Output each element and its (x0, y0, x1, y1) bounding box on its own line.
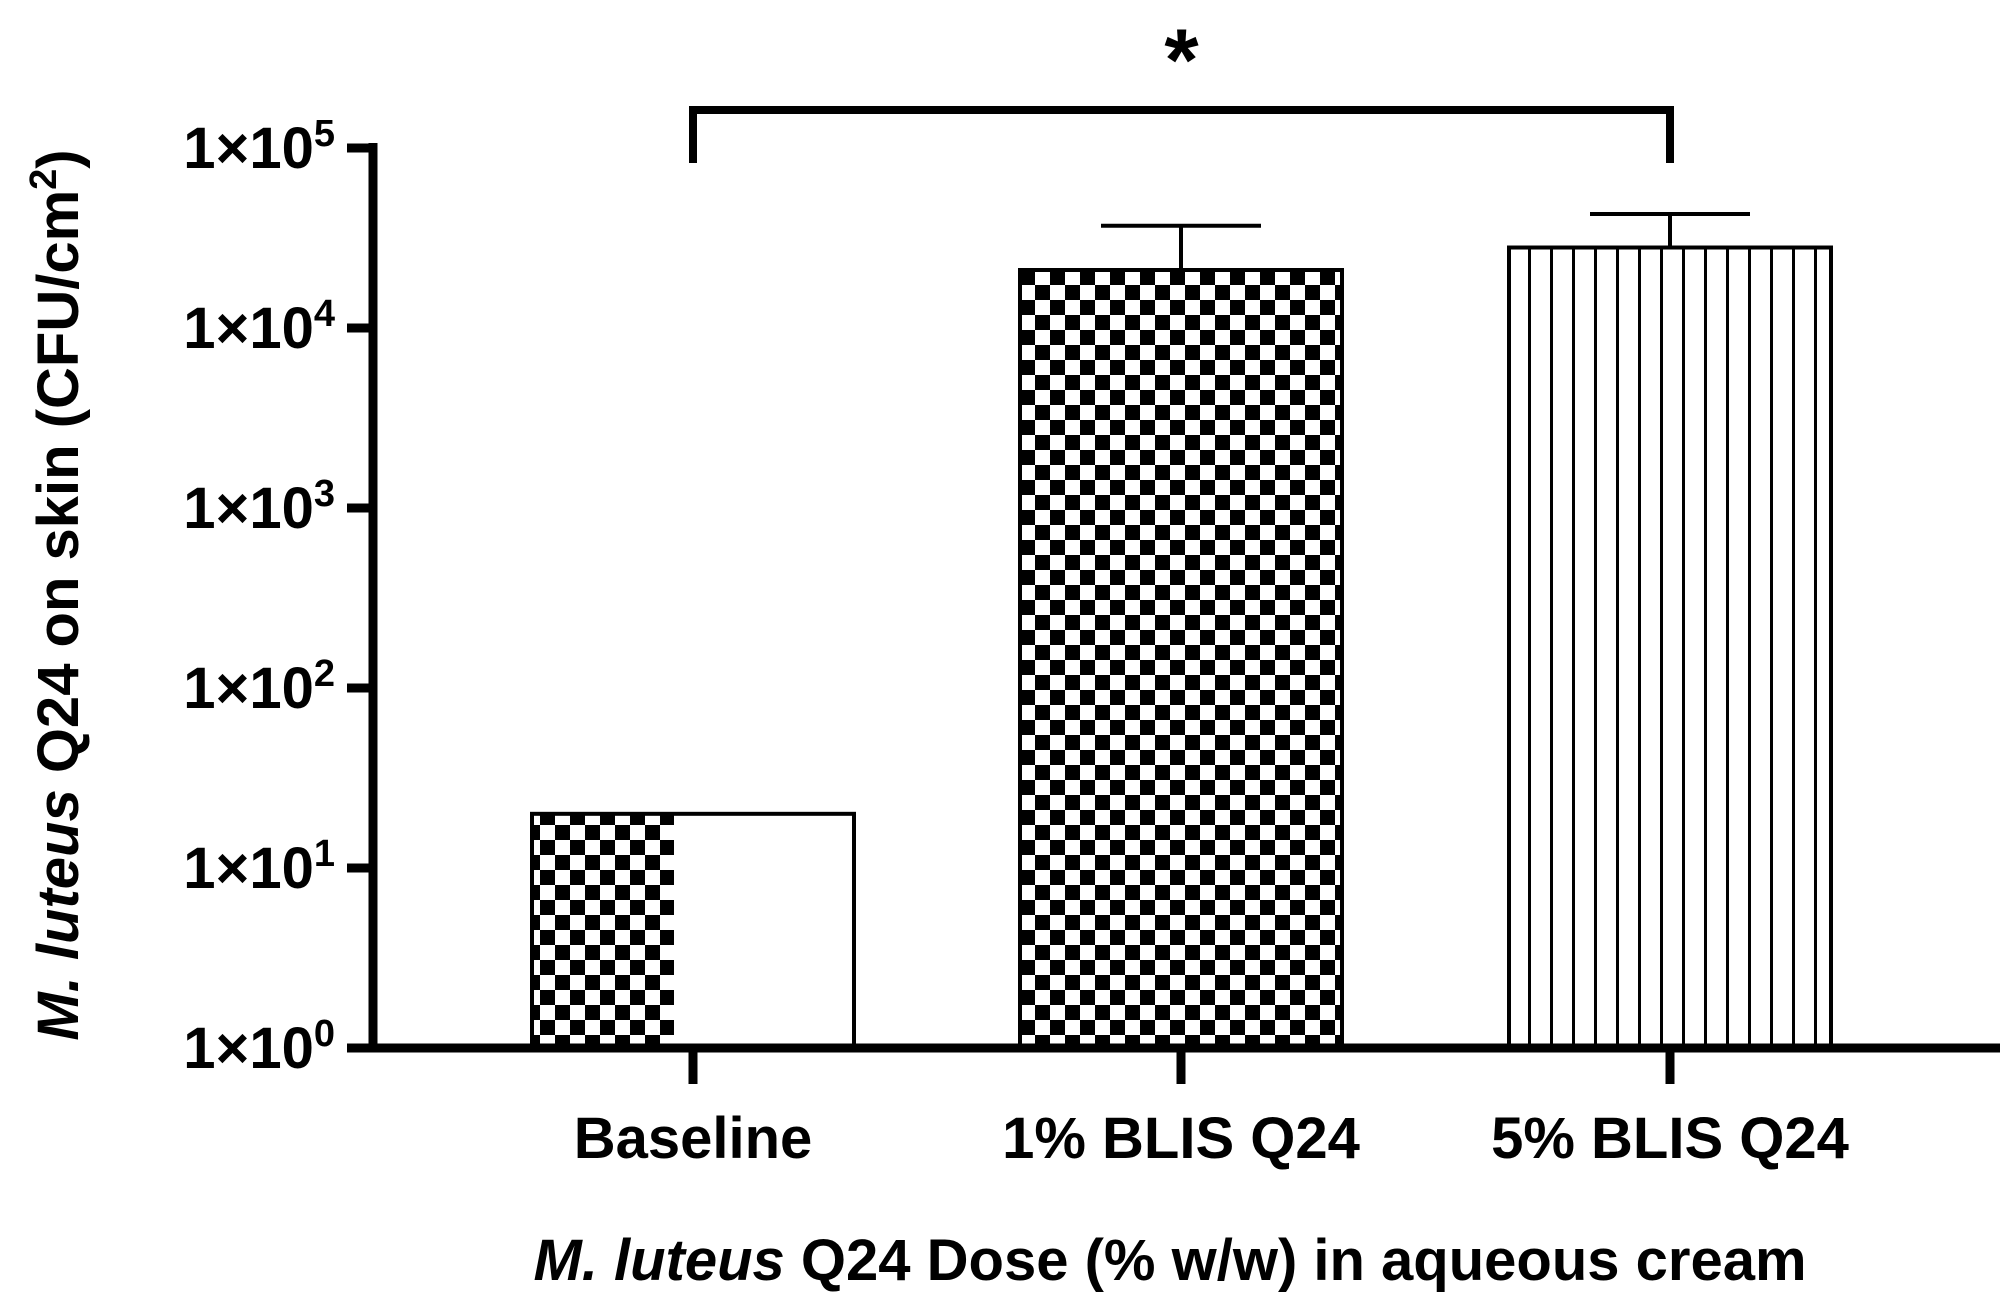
y-axis-title-superscript: 2 (23, 169, 65, 190)
bar (1018, 268, 1344, 1050)
x-axis-title-text: Q24 Dose (% w/w) in aqueous cream (785, 1228, 1807, 1293)
y-tick-label-base: 1×10 (183, 476, 314, 541)
y-tick-label-exponent: 1 (314, 833, 335, 875)
y-tick-label-base: 1×10 (183, 1016, 314, 1081)
y-axis-title: M. luteus Q24 on skin (CFU/cm2) (23, 149, 91, 1040)
y-tick-label-exponent: 2 (314, 653, 335, 695)
bars-layer (530, 245, 1833, 1051)
x-axis-title-italic: M. luteus (533, 1228, 784, 1293)
y-axis-title-text: Q24 on skin (CFU/cm (26, 190, 91, 789)
y-tick-label-exponent: 0 (314, 1013, 335, 1055)
x-axis-title: M. luteus Q24 Dose (% w/w) in aqueous cr… (533, 1228, 1806, 1293)
y-tick-label: 1×104 (183, 293, 335, 361)
x-tick-label: Baseline (574, 1106, 813, 1171)
x-tick-label: 1% BLIS Q24 (1002, 1106, 1360, 1171)
y-tick-label: 1×102 (183, 653, 335, 721)
error-bar (1590, 211, 1750, 248)
y-tick-label-exponent: 4 (314, 293, 335, 335)
bar (530, 811, 856, 1050)
bar-fill (1509, 247, 1831, 1049)
y-tick-label-base: 1×10 (183, 116, 314, 181)
bar (1507, 245, 1833, 1051)
y-tick-label-exponent: 3 (314, 473, 335, 515)
bar-fill (1020, 270, 1342, 1049)
y-tick-label: 1×103 (183, 473, 335, 541)
y-tick-label: 1×100 (183, 1013, 335, 1081)
y-axis-title-italic: M. luteus (26, 789, 91, 1040)
y-tick-label-base: 1×10 (183, 296, 314, 361)
bar-pattern (532, 813, 674, 1048)
error-bar (1101, 223, 1261, 271)
error-bars-layer (1101, 211, 1750, 271)
y-tick-label-exponent: 5 (314, 113, 335, 155)
y-tick-label-base: 1×10 (183, 656, 314, 721)
y-tick-label: 1×105 (183, 113, 335, 181)
y-tick-label: 1×101 (183, 833, 335, 901)
x-tick-label: 5% BLIS Q24 (1491, 1106, 1849, 1171)
significance-star: * (1164, 10, 1199, 109)
y-axis-title-end: ) (26, 149, 91, 168)
y-tick-label-base: 1×10 (183, 836, 314, 901)
significance-bracket (689, 106, 1674, 163)
x-ticks-layer: Baseline 1% BLIS Q24 5% BLIS Q24 (574, 1048, 1849, 1171)
